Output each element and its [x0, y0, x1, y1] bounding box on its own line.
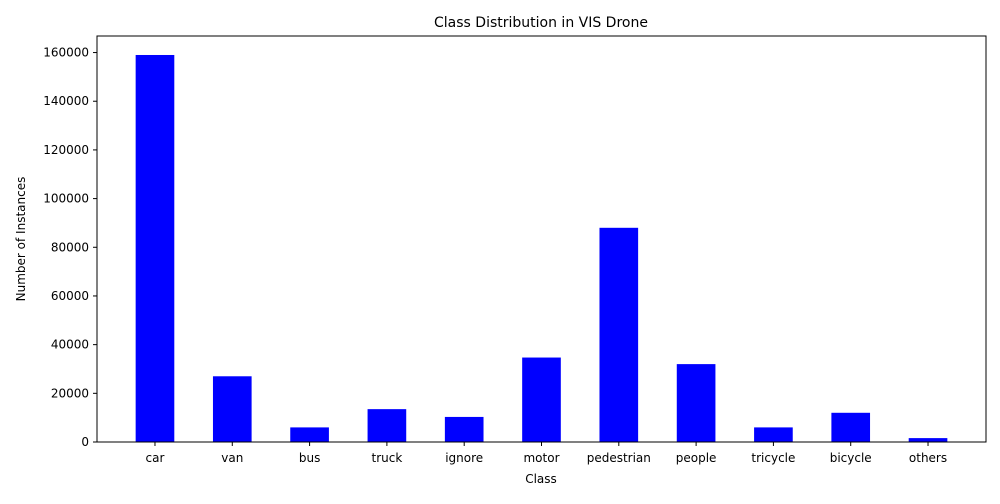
y-tick-label: 140000 [43, 94, 89, 108]
y-tick-label: 80000 [51, 240, 89, 254]
x-tick-label: bicycle [830, 451, 872, 465]
y-ticks-layer: 0 20000 40000 60000 80000 100000 120000 140000 1… [43, 46, 97, 449]
x-tick-label: tricycle [751, 451, 795, 465]
y-tick-label: 120000 [43, 143, 89, 157]
x-tick-label: motor [523, 451, 559, 465]
bar-car [135, 54, 175, 443]
bars-layer [135, 54, 948, 443]
x-tick-label: bus [299, 451, 320, 465]
x-tick-label: pedestrian [587, 451, 651, 465]
y-tick-label: 20000 [51, 386, 89, 400]
bar-truck [367, 409, 407, 442]
bar-motor [522, 357, 561, 442]
y-tick-label: 60000 [51, 289, 89, 303]
bar-bus [290, 427, 329, 442]
bar-ignore [444, 416, 484, 442]
y-axis-label: Number of Instances [14, 177, 28, 302]
bar-van [212, 376, 252, 442]
x-axis-label: Class [525, 472, 557, 486]
plot-frame [96, 35, 987, 443]
y-tick-label: 160000 [43, 46, 89, 60]
bar-people [676, 364, 716, 442]
y-tick-label: 100000 [43, 192, 89, 206]
bar-pedestrian [599, 227, 639, 442]
x-tick-label: people [676, 451, 717, 465]
x-tick-label: others [909, 451, 947, 465]
x-tick-label: truck [371, 451, 402, 465]
bar-others [908, 438, 948, 442]
bar-bicycle [831, 412, 871, 442]
y-tick-label: 0 [81, 435, 89, 449]
bar-tricycle [754, 427, 793, 442]
x-tick-label: car [146, 451, 165, 465]
x-tick-label: ignore [445, 451, 483, 465]
x-ticks-layer: car van bus truck ignore motor pedestrian peopl… [146, 442, 947, 465]
y-tick-label: 40000 [51, 338, 89, 352]
chart-title: Class Distribution in VIS Drone [434, 15, 648, 31]
x-tick-label: van [221, 451, 243, 465]
